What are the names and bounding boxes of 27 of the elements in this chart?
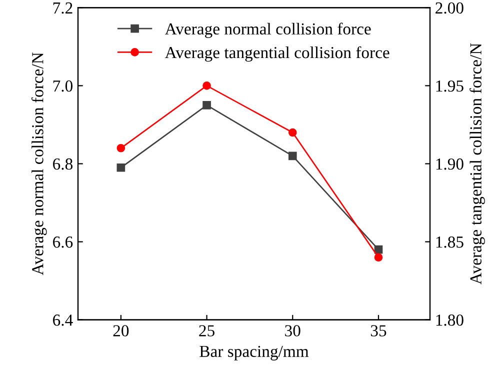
y2-tick-label: 2.00 bbox=[436, 2, 464, 14]
point bbox=[116, 144, 126, 152]
point bbox=[288, 128, 297, 137]
y-tick-label: 7.2 bbox=[53, 2, 72, 14]
point bbox=[374, 245, 383, 254]
y-tick-label: 6.8 bbox=[53, 158, 73, 170]
y2-tick-label: 1.90 bbox=[436, 158, 464, 170]
x-tick-label: 30 bbox=[285, 325, 300, 336]
point bbox=[202, 101, 211, 110]
y2-tick-label: 1.95 bbox=[436, 80, 464, 92]
x-tick-label: 25 bbox=[199, 325, 214, 336]
y-tick-label: 6.6 bbox=[53, 236, 73, 248]
legend-label: Average tangential collision force bbox=[164, 46, 390, 62]
y-axis-title: Average normal collision force/N bbox=[31, 52, 47, 276]
y2-tick-label: 1.80 bbox=[436, 314, 464, 326]
point bbox=[374, 253, 383, 262]
x-tick-label: 35 bbox=[370, 325, 386, 336]
y-tick-label: 6.4 bbox=[53, 314, 73, 326]
y2-tick-label: 1.85 bbox=[436, 236, 464, 248]
y-tick-label: 7.0 bbox=[53, 80, 73, 92]
point bbox=[288, 152, 297, 160]
x-tick-label: 20 bbox=[113, 325, 129, 336]
x-axis-title: Bar spacing/mm bbox=[200, 346, 309, 360]
y2-axis-title: Average tangential collision force/N bbox=[470, 43, 485, 284]
legend-label: Average normal collision force bbox=[164, 22, 371, 38]
point bbox=[202, 82, 211, 90]
point bbox=[116, 163, 126, 172]
